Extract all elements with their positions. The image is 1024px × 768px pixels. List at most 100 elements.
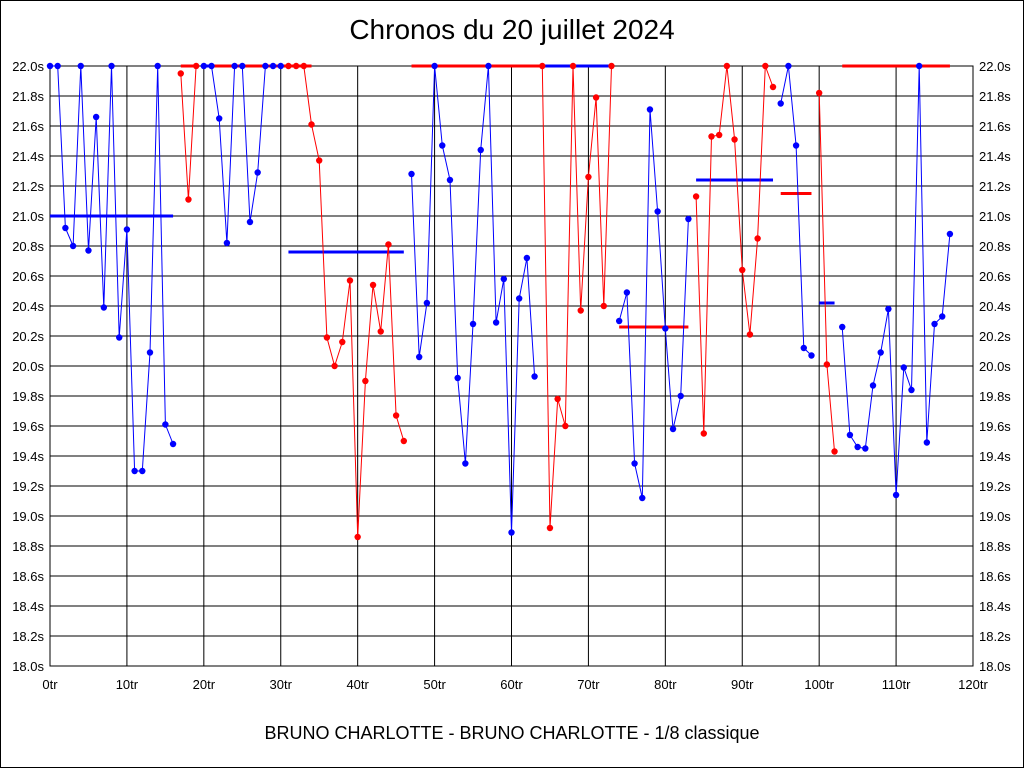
y-tick-label-right: 18.4s (979, 599, 1011, 614)
data-point (746, 331, 754, 338)
data-point (677, 392, 684, 400)
data-point (323, 334, 331, 341)
data-point (354, 533, 361, 541)
y-tick-label-left: 20.6s (12, 269, 44, 284)
data-point (277, 62, 284, 70)
y-tick-label-left: 21.6s (12, 119, 44, 134)
data-point (708, 133, 715, 140)
data-point (623, 289, 631, 296)
data-point (308, 121, 315, 128)
y-tick-label-right: 20.6s (979, 269, 1011, 284)
x-tick-label: 120tr (958, 677, 988, 692)
data-point (823, 361, 831, 368)
series-line (780, 65, 812, 356)
data-point (808, 352, 815, 359)
data-point (477, 146, 484, 154)
data-point (492, 319, 500, 326)
y-tick-label-right: 19.2s (979, 479, 1011, 494)
data-point (446, 176, 454, 184)
y-tick-label-right: 20.0s (979, 359, 1011, 374)
y-tick-label-left: 21.8s (12, 89, 44, 104)
data-point (869, 382, 877, 389)
data-point (400, 437, 408, 445)
data-point (754, 235, 761, 242)
y-tick-label-right: 19.8s (979, 389, 1011, 404)
series-line (180, 65, 197, 200)
data-point (669, 425, 677, 433)
data-point (177, 70, 184, 77)
data-point (600, 302, 607, 310)
data-point (139, 467, 146, 475)
data-point (416, 353, 423, 361)
data-point (792, 142, 800, 149)
y-tick-label-left: 22.0s (12, 59, 44, 74)
y-tick-label-left: 21.2s (12, 179, 44, 194)
chart-title: Chronos du 20 juillet 2024 (349, 14, 675, 45)
y-tick-label-right: 21.4s (979, 149, 1011, 164)
data-point (631, 460, 638, 467)
data-point (685, 215, 692, 223)
data-point (300, 62, 308, 70)
data-point (485, 62, 492, 70)
data-point (569, 62, 577, 70)
y-tick-label-left: 20.8s (12, 239, 44, 254)
data-point (700, 430, 707, 437)
data-point (239, 62, 246, 70)
data-point (385, 241, 392, 248)
x-tick-label: 10tr (116, 677, 139, 692)
y-tick-label-right: 20.4s (979, 299, 1011, 314)
data-point (154, 62, 161, 70)
y-tick-label-left: 21.0s (12, 209, 44, 224)
data-point (608, 62, 615, 70)
data-point (554, 395, 561, 403)
data-point (723, 62, 731, 70)
data-point (908, 386, 915, 394)
data-point (846, 431, 854, 439)
series-line (541, 65, 612, 529)
data-point (185, 196, 192, 203)
data-point (262, 62, 269, 70)
data-point (62, 224, 69, 232)
data-point (254, 169, 261, 176)
data-point (231, 62, 238, 70)
x-tick-label: 20tr (193, 677, 216, 692)
y-tick-label-left: 19.6s (12, 419, 44, 434)
y-tick-label-right: 21.0s (979, 209, 1011, 224)
data-point (854, 443, 861, 451)
data-point (146, 349, 154, 356)
y-tick-label-left: 19.2s (12, 479, 44, 494)
data-point (515, 295, 523, 302)
data-point (639, 494, 646, 502)
data-point (285, 62, 292, 70)
data-point (892, 491, 900, 499)
data-point (123, 226, 131, 233)
data-point (646, 106, 654, 113)
data-point (762, 62, 769, 70)
data-point (769, 83, 777, 91)
y-tick-label-left: 21.4s (12, 149, 44, 164)
data-point (269, 62, 277, 70)
data-point (216, 115, 223, 122)
data-point (546, 524, 554, 532)
data-point (839, 323, 846, 331)
data-point (508, 529, 515, 536)
chart-subtitle: BRUNO CHARLOTTE - BRUNO CHARLOTTE - 1/8 … (264, 723, 760, 743)
data-point (923, 439, 931, 446)
data-point (69, 242, 77, 250)
data-point (162, 421, 169, 428)
data-point (223, 239, 231, 247)
y-tick-label-left: 19.4s (12, 449, 44, 464)
y-tick-label-left: 19.8s (12, 389, 44, 404)
y-tick-label-right: 18.2s (979, 629, 1011, 644)
data-point (539, 62, 546, 70)
data-point (169, 440, 177, 448)
data-point (331, 362, 338, 370)
data-point (531, 373, 538, 380)
series-line (618, 109, 689, 499)
data-point (815, 89, 823, 97)
data-point (900, 364, 907, 371)
data-point (585, 173, 592, 181)
y-tick-label-right: 22.0s (979, 59, 1011, 74)
y-tick-label-right: 19.6s (979, 419, 1011, 434)
x-tick-label: 60tr (500, 677, 523, 692)
